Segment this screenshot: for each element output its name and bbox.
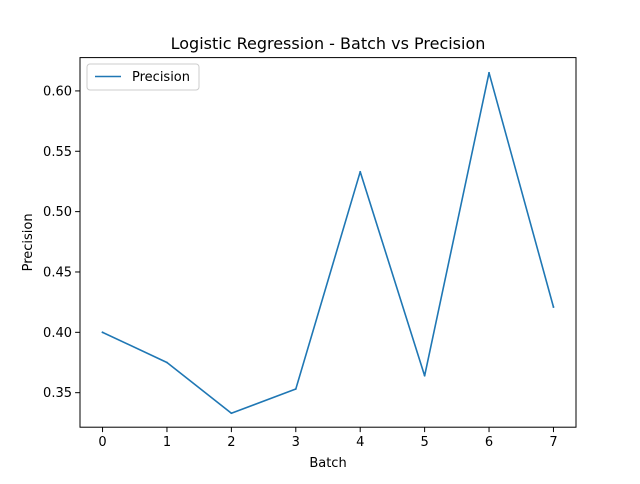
x-tick-label-2: 2 bbox=[227, 435, 235, 450]
data-point-0 bbox=[101, 331, 104, 334]
legend-label-precision: Precision bbox=[132, 70, 190, 85]
x-tick-label-3: 3 bbox=[292, 435, 300, 450]
data-point-3 bbox=[294, 388, 297, 390]
chart-title: Logistic Regression - Batch vs Precision bbox=[171, 34, 486, 53]
x-tick-label-6: 6 bbox=[485, 435, 493, 450]
plot-area: 0 1 2 3 4 5 6 7 0.35 0.40 0.45 0.50 0.55 0.60 bbox=[43, 57, 577, 450]
y-axis-ticks: 0.35 0.40 0.45 0.50 0.55 0.60 bbox=[43, 84, 80, 401]
x-tick-label-4: 4 bbox=[356, 435, 364, 450]
x-axis-label: Batch bbox=[309, 456, 346, 471]
x-tick-label-7: 7 bbox=[549, 435, 557, 450]
legend: Precision bbox=[86, 63, 200, 91]
y-tick-label-4: 0.55 bbox=[43, 145, 72, 160]
y-tick-label-0: 0.35 bbox=[43, 386, 72, 401]
data-point-6 bbox=[488, 71, 490, 74]
data-point-5 bbox=[423, 374, 426, 377]
x-tick-label-1: 1 bbox=[163, 435, 171, 450]
x-tick-label-0: 0 bbox=[98, 435, 106, 450]
series-points bbox=[101, 71, 555, 415]
y-tick-label-2: 0.45 bbox=[43, 265, 72, 280]
x-axis-ticks: 0 1 2 3 4 5 6 7 bbox=[98, 427, 558, 450]
y-tick-label-5: 0.60 bbox=[43, 84, 72, 99]
data-point-7 bbox=[552, 306, 555, 308]
y-axis-label: Precision bbox=[21, 213, 36, 271]
data-point-2 bbox=[230, 412, 233, 415]
x-tick-label-5: 5 bbox=[420, 435, 428, 450]
axes-frame bbox=[79, 57, 577, 428]
y-tick-label-1: 0.40 bbox=[43, 326, 72, 341]
y-tick-label-3: 0.50 bbox=[43, 205, 72, 220]
legend-box bbox=[86, 63, 200, 91]
data-point-1 bbox=[166, 361, 168, 364]
precision-series-line bbox=[101, 72, 555, 414]
data-point-4 bbox=[359, 170, 362, 173]
